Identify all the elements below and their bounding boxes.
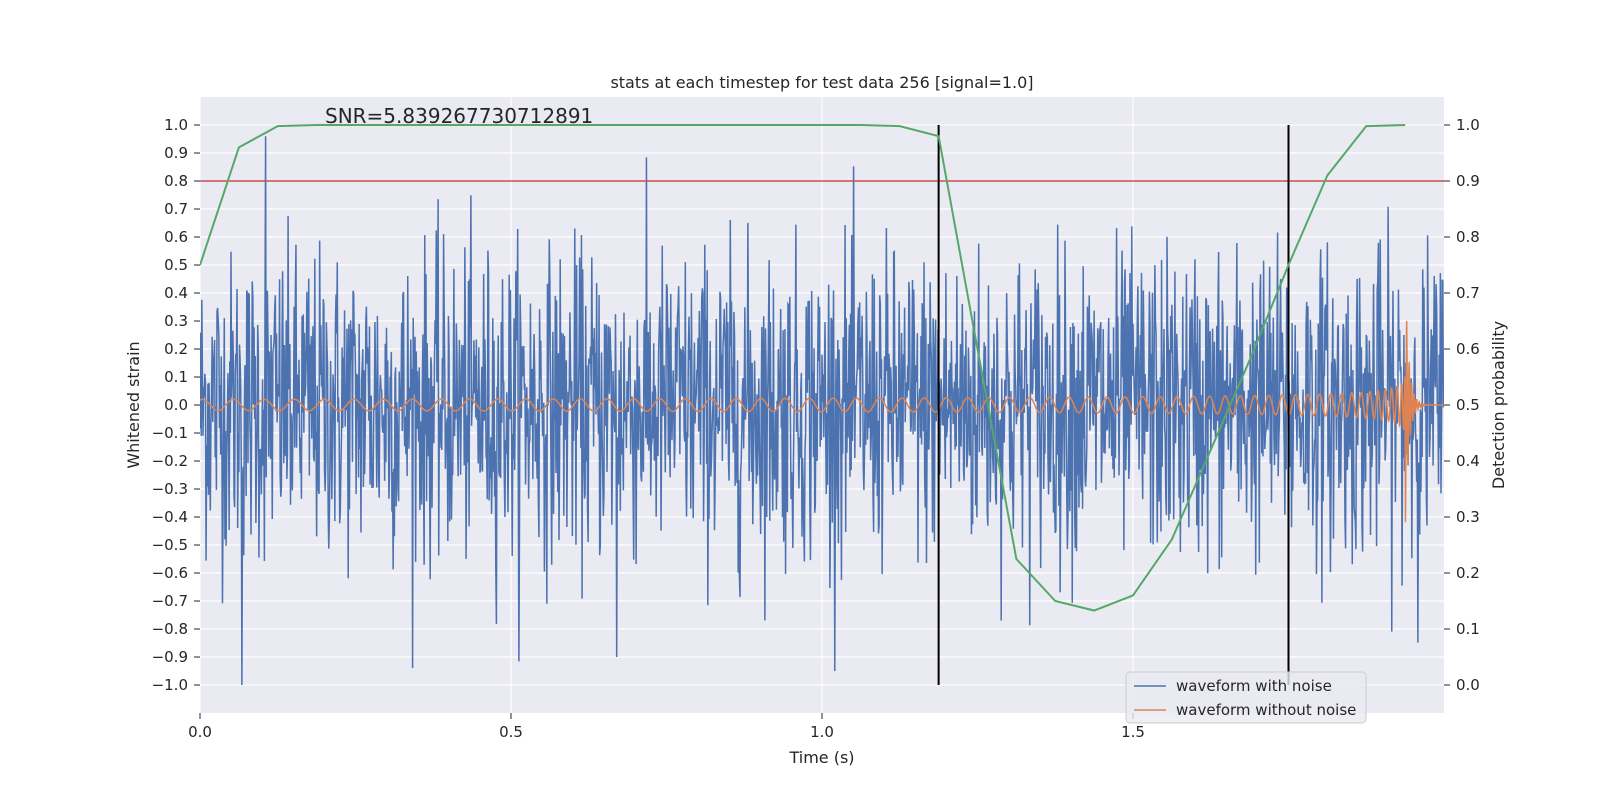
chart-title: stats at each timestep for test data 256… (610, 73, 1033, 92)
y2-tick-label-9: 0.1 (1456, 620, 1480, 638)
y-axis-label: Whitened strain (124, 341, 143, 468)
y2-tick-label-2: 0.8 (1456, 228, 1480, 246)
y-tick-label-5: 0.5 (164, 256, 188, 274)
y-tick-label-19: −0.9 (152, 648, 188, 666)
y-tick-label-7: 0.3 (164, 312, 188, 330)
y2-tick-label-7: 0.3 (1456, 508, 1480, 526)
legend-label-waveform-without-noise: waveform without noise (1176, 701, 1356, 719)
x-tick-label-3: 1.5 (1121, 723, 1145, 741)
y-tick-label-20: −1.0 (152, 676, 188, 694)
snr-annotation: SNR=5.839267730712891 (325, 104, 593, 128)
y-tick-label-13: −0.3 (152, 480, 188, 498)
y2-axis-label: Detection probability (1489, 321, 1508, 489)
y-tick-label-2: 0.8 (164, 172, 188, 190)
line-waveform-without-noise (200, 320, 1444, 523)
y-tick-label-3: 0.7 (164, 200, 188, 218)
y2-tick-label-10: 0.0 (1456, 676, 1480, 694)
y-tick-label-12: −0.2 (152, 452, 188, 470)
axes: 0.0 0.5 1.0 1.5 1.0 0.9 0.8 0.7 0.6 0.5 0.4 0.3 0.2 0… (152, 116, 1480, 741)
y-tick-label-15: −0.5 (152, 536, 188, 554)
y-tick-label-4: 0.6 (164, 228, 188, 246)
legend-box (1125, 671, 1367, 724)
y2-tick-label-8: 0.2 (1456, 564, 1480, 582)
y-tick-label-8: 0.2 (164, 340, 188, 358)
x-tick-label-0: 0.0 (188, 723, 212, 741)
legend: waveform with noise waveform without noi… (1125, 671, 1367, 724)
x-tick-label-1: 0.5 (499, 723, 523, 741)
y2-tick-label-1: 0.9 (1456, 172, 1480, 190)
x-tick-label-2: 1.0 (810, 723, 834, 741)
series-detection-probability (200, 124, 1406, 612)
line-waveform-with-noise (200, 136, 1444, 686)
y-tick-label-1: 0.9 (164, 144, 188, 162)
y-tick-label-14: −0.4 (152, 508, 188, 526)
x-axis-label: Time (s) (788, 748, 854, 767)
y2-tick-label-0: 1.0 (1456, 116, 1480, 134)
y-tick-label-16: −0.6 (152, 564, 188, 582)
series-waveform-with-noise (200, 136, 1444, 686)
line-detection-probability (200, 124, 1406, 612)
y-tick-label-18: −0.8 (152, 620, 188, 638)
legend-label-waveform-with-noise: waveform with noise (1176, 677, 1332, 695)
series-waveform-without-noise (200, 320, 1444, 523)
y-tick-label-0: 1.0 (164, 116, 188, 134)
y2-tick-label-5: 0.5 (1456, 396, 1480, 414)
y-tick-label-6: 0.4 (164, 284, 188, 302)
y2-tick-label-6: 0.4 (1456, 452, 1480, 470)
y2-tick-label-4: 0.6 (1456, 340, 1480, 358)
y2-tick-label-3: 0.7 (1456, 284, 1480, 302)
reference-lines (200, 125, 1444, 685)
y-tick-label-17: −0.7 (152, 592, 188, 610)
y-tick-label-9: 0.1 (164, 368, 188, 386)
y-tick-label-11: −0.1 (152, 424, 188, 442)
y-tick-label-10: 0.0 (164, 396, 188, 414)
